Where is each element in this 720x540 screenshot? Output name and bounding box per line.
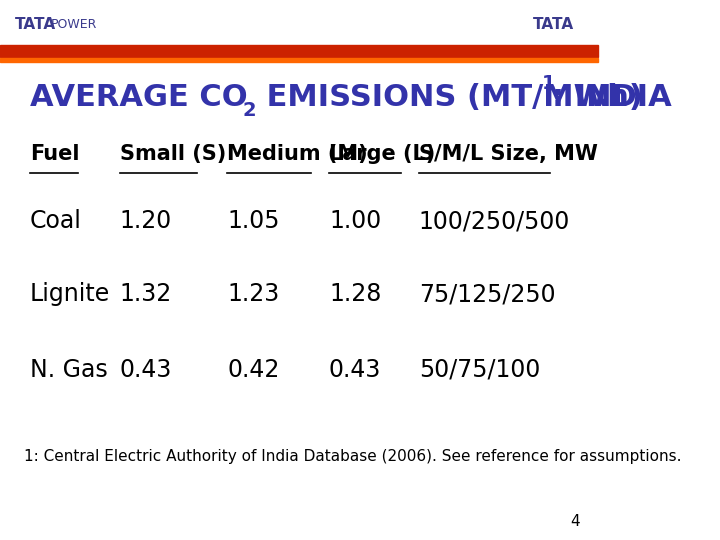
- Text: POWER: POWER: [51, 18, 97, 31]
- Text: Large (L): Large (L): [329, 144, 436, 164]
- Text: Small (S): Small (S): [120, 144, 226, 164]
- Text: 1.20: 1.20: [120, 210, 172, 233]
- Text: 4: 4: [571, 514, 580, 529]
- Text: N. Gas: N. Gas: [30, 358, 108, 382]
- Text: 0.42: 0.42: [228, 358, 279, 382]
- Text: 1.28: 1.28: [329, 282, 382, 306]
- Text: Lignite: Lignite: [30, 282, 110, 306]
- Text: EMISSIONS (MT/MWh): EMISSIONS (MT/MWh): [256, 83, 643, 112]
- Text: 1.32: 1.32: [120, 282, 172, 306]
- Text: S/M/L Size, MW: S/M/L Size, MW: [419, 144, 598, 164]
- Text: 75/125/250: 75/125/250: [419, 282, 555, 306]
- Text: Medium (M): Medium (M): [228, 144, 368, 164]
- Text: 2: 2: [242, 101, 256, 120]
- Text: 0.43: 0.43: [329, 358, 382, 382]
- Text: 0.43: 0.43: [120, 358, 172, 382]
- Text: TATA: TATA: [533, 17, 575, 32]
- Text: 1.23: 1.23: [228, 282, 279, 306]
- Text: Coal: Coal: [30, 210, 82, 233]
- Text: 1.00: 1.00: [329, 210, 382, 233]
- FancyBboxPatch shape: [0, 45, 598, 57]
- Text: 100/250/500: 100/250/500: [419, 210, 570, 233]
- FancyBboxPatch shape: [0, 58, 598, 62]
- Text: 1: Central Electric Authority of India Database (2006). See reference for assump: 1: Central Electric Authority of India D…: [24, 449, 681, 464]
- Text: 1.05: 1.05: [228, 210, 280, 233]
- Text: 50/75/100: 50/75/100: [419, 358, 540, 382]
- Text: TATA: TATA: [15, 17, 56, 32]
- Text: 1: 1: [541, 74, 555, 93]
- Text: : INDIA: : INDIA: [552, 83, 671, 112]
- Text: AVERAGE CO: AVERAGE CO: [30, 83, 248, 112]
- Text: Fuel: Fuel: [30, 144, 79, 164]
